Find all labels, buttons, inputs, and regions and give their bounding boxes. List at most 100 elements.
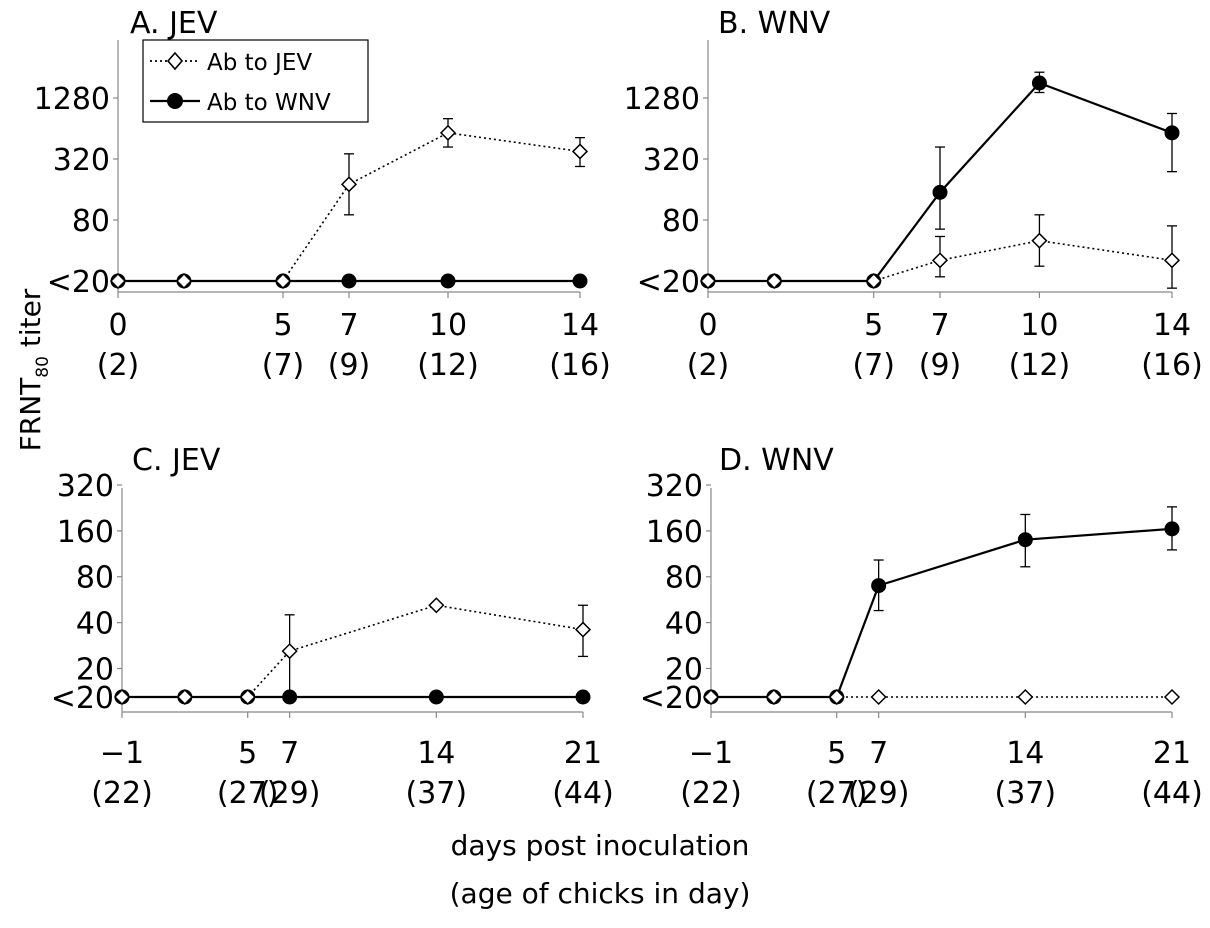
data-point-wnv — [572, 273, 588, 289]
series-line — [122, 604, 584, 698]
x-tick-label-age: (27) — [806, 776, 868, 811]
data-point-wnv — [1017, 532, 1033, 548]
panel-2: B. WNV <20 80 320 1280 0 (2) 5 (7) 7 (9) 10 (12) 14 (1… — [624, 6, 1203, 383]
series-ab-to-wnv — [703, 506, 1180, 705]
x-tick-label-day: 5 — [238, 736, 257, 771]
y-tick-label: <20 — [637, 265, 700, 300]
data-point-jev — [1163, 252, 1181, 269]
series-line — [118, 132, 581, 282]
y-tick-label: 320 — [53, 143, 110, 178]
data-point-wnv — [428, 689, 444, 705]
y-tick-label: 20 — [76, 652, 114, 687]
y-axis-label-subscript: 80 — [33, 356, 53, 378]
panel-title: A. JEV — [130, 6, 218, 41]
y-tick-label: <20 — [51, 681, 114, 716]
y-tick-label: 40 — [665, 607, 703, 642]
data-point-wnv — [871, 578, 887, 594]
y-tick-label: 20 — [665, 652, 703, 687]
data-point-jev — [428, 597, 445, 614]
x-tick-label-age: (37) — [995, 776, 1057, 811]
x-tick-label-day: 14 — [1153, 308, 1191, 343]
x-tick-label-age: (16) — [1141, 348, 1203, 383]
x-tick-label-day: 10 — [1020, 308, 1058, 343]
data-point-wnv — [1164, 521, 1180, 537]
x-tick-label-day: 21 — [1153, 736, 1191, 771]
data-point-jev — [765, 688, 782, 706]
x-tick-label-age: (2) — [687, 348, 730, 383]
legend: Ab to JEV Ab to WNV — [142, 39, 369, 123]
series-ab-to-jev — [699, 214, 1181, 290]
data-point-jev — [1031, 232, 1048, 249]
x-tick-label-day: 5 — [273, 308, 292, 343]
x-axis-label-line2: (age of chicks in day) — [450, 877, 751, 910]
x-tick-label-age: (16) — [549, 348, 611, 383]
y-tick-label: 1280 — [624, 82, 700, 117]
x-tick-label-day: 21 — [564, 736, 602, 771]
x-tick-label-age: (7) — [262, 348, 305, 383]
y-tick-label: 80 — [76, 561, 114, 596]
x-tick-label-age: (27) — [217, 776, 279, 811]
data-point-jev — [281, 643, 298, 660]
x-tick-label-day: 5 — [864, 308, 883, 343]
x-tick-label-age: (7) — [852, 348, 895, 383]
x-tick-label-day: 7 — [930, 308, 949, 343]
data-point-jev — [439, 124, 457, 141]
y-tick-label: 320 — [57, 469, 114, 504]
panels: A. JEV <20 80 320 1280 0 (2) 5 (7) 7 (9) 10 (12) 14 (1… — [34, 6, 1203, 811]
y-tick-label: <20 — [640, 681, 703, 716]
data-point-jev — [571, 143, 589, 160]
series-ab-to-jev — [702, 688, 1181, 706]
data-point-wnv — [1164, 125, 1180, 141]
data-point-wnv — [932, 184, 948, 200]
y-tick-label: 160 — [646, 515, 703, 550]
panel-title: C. JEV — [132, 443, 221, 478]
x-tick-label-age: (9) — [919, 348, 962, 383]
data-point-jev — [699, 272, 717, 290]
data-point-jev — [239, 688, 256, 706]
x-tick-label-age: (22) — [680, 776, 742, 811]
series-line — [711, 527, 1173, 699]
panel-1: A. JEV <20 80 320 1280 0 (2) 5 (7) 7 (9) 10 (12) 14 (1… — [34, 6, 611, 383]
data-point-jev — [702, 688, 720, 706]
x-axis-label-line1: days post inoculation — [451, 829, 750, 862]
data-point-jev — [1017, 688, 1034, 706]
data-point-jev — [176, 688, 193, 706]
panel-title: D. WNV — [719, 443, 834, 478]
data-point-wnv — [1031, 75, 1047, 91]
series-ab-to-jev — [113, 597, 592, 706]
x-tick-label-day: 7 — [869, 736, 888, 771]
x-tick-label-age: (44) — [552, 776, 614, 811]
panel-title: B. WNV — [718, 6, 831, 41]
data-point-jev — [865, 272, 882, 290]
x-tick-label-day: 14 — [417, 736, 455, 771]
data-point-jev — [574, 621, 592, 638]
y-tick-label: 40 — [76, 607, 114, 642]
series-ab-to-jev — [109, 118, 589, 290]
data-point-jev — [1163, 688, 1181, 706]
x-tick-label-day: −1 — [689, 736, 733, 771]
y-tick-label: 80 — [662, 204, 700, 239]
x-tick-label-age: (29) — [848, 776, 910, 811]
y-tick-label: 320 — [646, 469, 703, 504]
y-tick-label: 1280 — [34, 82, 110, 117]
y-tick-label: <20 — [47, 265, 110, 300]
y-axis-label-suffix: titer — [14, 288, 47, 356]
x-tick-label-day: −1 — [100, 736, 144, 771]
y-tick-label: 160 — [57, 515, 114, 550]
y-tick-label: 80 — [665, 561, 703, 596]
legend-marker-jev — [166, 51, 184, 71]
data-point-jev — [175, 272, 193, 290]
x-tick-label-age: (44) — [1141, 776, 1203, 811]
data-point-jev — [931, 252, 949, 269]
x-tick-label-day: 14 — [561, 308, 599, 343]
y-tick-label: 320 — [643, 143, 700, 178]
x-tick-label-age: (2) — [97, 348, 140, 383]
data-point-jev — [340, 176, 358, 193]
x-tick-label-day: 5 — [827, 736, 846, 771]
x-tick-label-age: (12) — [417, 348, 479, 383]
legend-label-wnv: Ab to WNV — [207, 90, 331, 116]
data-point-wnv — [341, 273, 357, 289]
